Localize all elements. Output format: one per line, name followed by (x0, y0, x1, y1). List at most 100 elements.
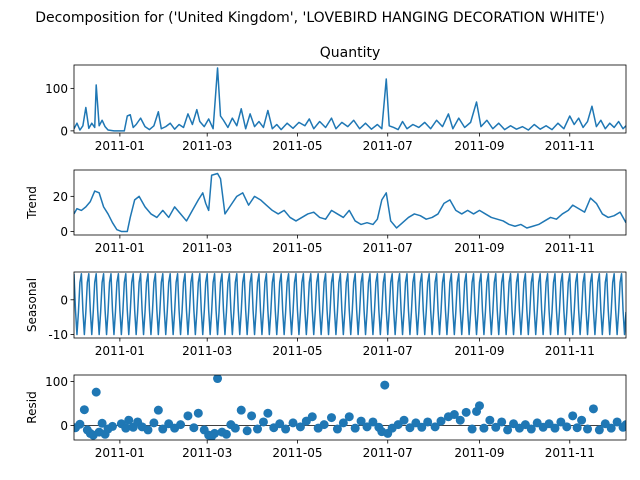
x-tick-label: 2011-09 (454, 139, 504, 153)
x-tick-label: 2011-05 (272, 139, 322, 153)
resid-point-59 (368, 417, 378, 427)
resid-axes-frame (73, 374, 627, 441)
resid-point-2 (79, 405, 89, 415)
x-tick-label: 2011-11 (545, 241, 595, 255)
seasonal-y-axis-label: Seasonal (25, 278, 39, 332)
x-tick-label: 2011-05 (272, 344, 322, 358)
resid-point-55 (344, 412, 354, 422)
resid-point-36 (230, 423, 240, 433)
trend-axes-frame (73, 169, 627, 236)
resid-point-32 (213, 375, 223, 384)
resid-point-95 (568, 411, 578, 421)
resid-point-39 (247, 411, 257, 421)
resid-point-77 (467, 424, 477, 434)
resid-point-1 (75, 419, 85, 429)
resid-point-34 (221, 429, 231, 439)
x-tick-label: 2011-11 (545, 446, 595, 460)
x-tick-label: 2011-07 (363, 139, 413, 153)
resid-point-41 (258, 417, 268, 427)
x-tick-label: 2011-05 (272, 241, 322, 255)
resid-point-8 (97, 418, 107, 428)
resid-point-94 (562, 422, 572, 432)
resid-point-105 (621, 420, 626, 430)
x-tick-label: 2011-07 (363, 241, 413, 255)
resid-point-81 (485, 415, 495, 425)
x-tick-label: 2011-01 (95, 344, 145, 358)
y-tick-label: 0 (60, 124, 68, 138)
observed-panel: 2011-01 2011-03 2011-05 2011-07 2011-09 2011-… (45, 45, 627, 153)
resid-point-66 (399, 415, 409, 425)
resid-y-axis-label: Resid (25, 391, 39, 423)
resid-point-72 (436, 416, 446, 426)
x-tick-label: 2011-01 (95, 241, 145, 255)
resid-point-6 (91, 387, 101, 397)
resid-point-74 (449, 410, 459, 420)
resid-point-56 (350, 423, 360, 433)
resid-point-88 (526, 424, 536, 434)
y-tick-label: 100 (45, 82, 68, 96)
trend-plot-area (74, 172, 626, 233)
resid-point-21 (158, 424, 168, 434)
resid-point-38 (242, 426, 252, 436)
resid-point-99 (588, 404, 598, 414)
resid-point-40 (253, 424, 263, 434)
resid-point-98 (583, 424, 593, 434)
resid-point-97 (577, 415, 587, 425)
resid-point-79 (474, 401, 484, 411)
x-tick-label: 2011-01 (95, 139, 145, 153)
resid-point-84 (503, 425, 513, 435)
resid-point-25 (183, 411, 193, 421)
resid-point-100 (594, 425, 604, 435)
figure-suptitle: Decomposition for ('United Kingdom', 'LO… (35, 10, 605, 26)
resid-point-52 (327, 413, 336, 423)
observed-axes-frame (73, 64, 627, 134)
resid-point-103 (612, 417, 622, 427)
x-tick-label: 2011-03 (182, 446, 232, 460)
resid-point-69 (417, 422, 427, 432)
x-tick-label: 2011-11 (545, 344, 595, 358)
x-tick-label: 2011-09 (454, 344, 504, 358)
resid-point-18 (143, 425, 153, 435)
resid-point-83 (497, 417, 507, 427)
resid-point-75 (455, 415, 465, 425)
y-tick-label: 20 (53, 190, 68, 204)
resid-point-62 (380, 380, 390, 390)
resid-point-42 (263, 408, 273, 418)
resid-point-54 (338, 418, 348, 428)
resid-point-45 (281, 424, 291, 434)
resid-point-46 (288, 418, 298, 428)
x-tick-label: 2011-09 (454, 241, 504, 255)
trend-y-axis-label: Trend (25, 186, 39, 220)
resid-point-19 (149, 418, 159, 428)
trend-series-line (74, 172, 626, 233)
resid-point-53 (332, 424, 342, 434)
resid-point-47 (295, 422, 305, 432)
resid-point-71 (430, 422, 440, 432)
resid-plot-area (74, 375, 626, 440)
x-tick-label: 2011-05 (272, 446, 322, 460)
seasonal-axes-frame (73, 271, 627, 339)
x-tick-label: 2011-07 (363, 344, 413, 358)
seasonal-plot-area (74, 272, 626, 336)
resid-point-37 (236, 405, 246, 415)
resid-point-92 (550, 423, 560, 433)
seasonal-panel: 2011-01 2011-03 2011-05 2011-07 2011-09 2011-… (25, 271, 627, 358)
x-tick-label: 2011-11 (545, 139, 595, 153)
resid-point-57 (356, 416, 366, 426)
resid-point-27 (193, 408, 203, 418)
x-tick-label: 2011-01 (95, 446, 145, 460)
observed-plot-area (74, 67, 626, 132)
x-tick-label: 2011-09 (454, 446, 504, 460)
resid-point-96 (572, 423, 582, 433)
trend-panel: 2011-01 2011-03 2011-05 2011-07 2011-09 2011-… (25, 169, 627, 255)
resid-point-26 (189, 423, 199, 433)
resid-point-49 (307, 412, 317, 422)
x-tick-label: 2011-03 (182, 139, 232, 153)
y-tick-label: 100 (45, 375, 68, 389)
resid-panel: 2011-01 2011-03 2011-05 2011-07 2011-09 2011-… (25, 374, 627, 460)
resid-point-31 (210, 428, 220, 438)
y-tick-label: 0 (60, 419, 68, 433)
observed-panel-title: Quantity (320, 45, 381, 61)
resid-point-51 (319, 420, 329, 430)
